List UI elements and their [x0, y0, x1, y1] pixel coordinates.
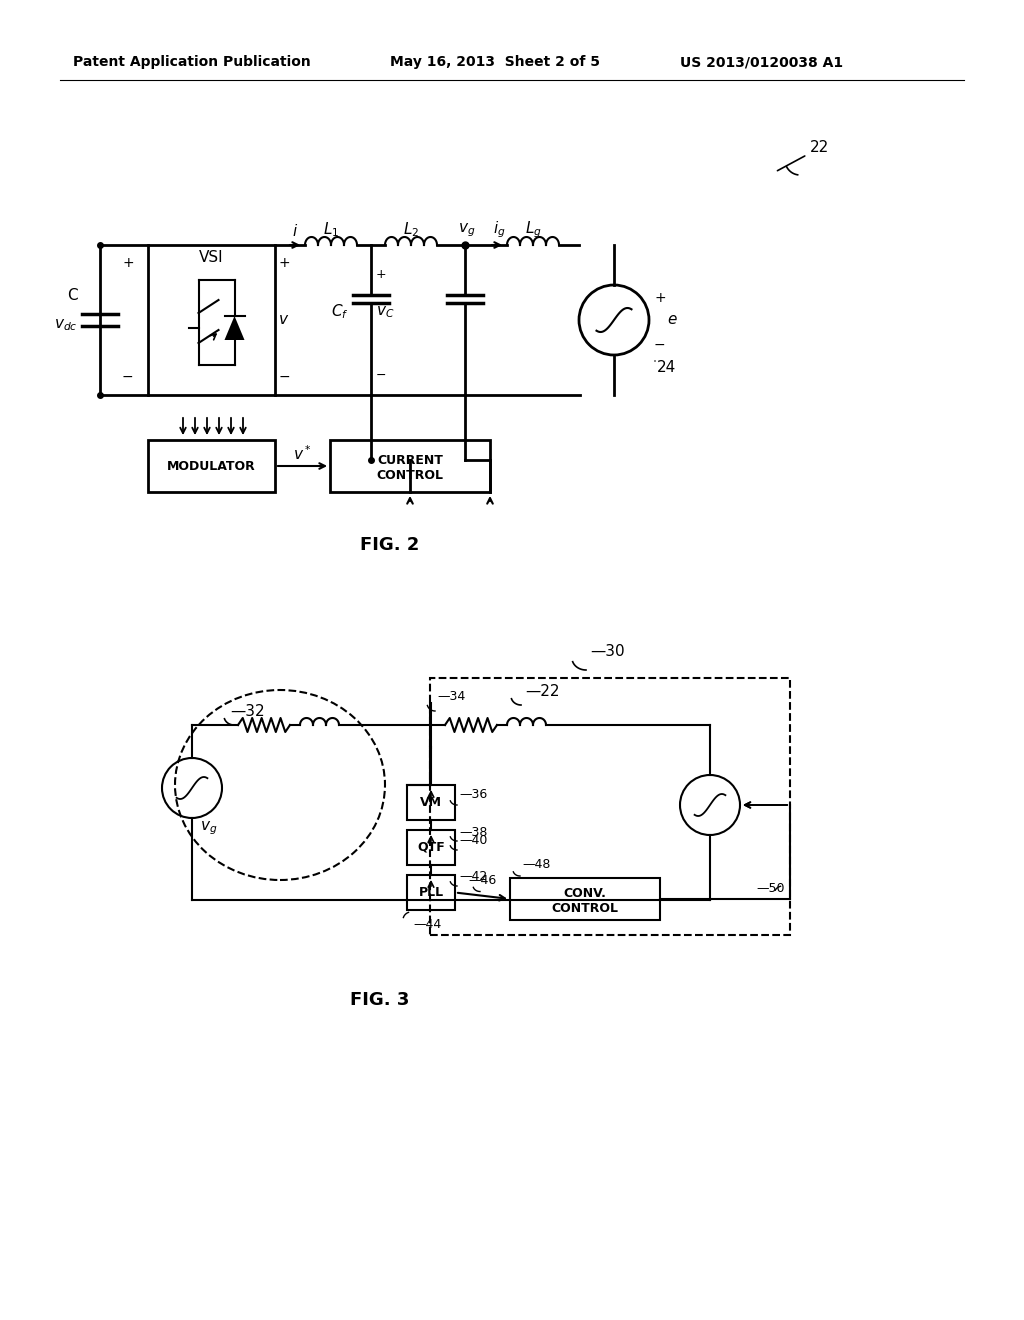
Text: 22: 22	[777, 140, 829, 170]
Text: PLL: PLL	[419, 886, 443, 899]
Text: −: −	[122, 370, 133, 384]
Text: 24: 24	[657, 360, 676, 375]
Bar	[407, 830, 455, 865]
Text: VSI: VSI	[200, 249, 224, 264]
Bar	[148, 246, 275, 395]
Text: —32: —32	[230, 705, 264, 719]
Text: $L_1$: $L_1$	[323, 220, 339, 239]
Text: $i_g$: $i_g$	[493, 219, 505, 240]
Text: QTF: QTF	[417, 841, 444, 854]
Text: e: e	[667, 313, 677, 327]
Text: −: −	[654, 338, 666, 352]
Text: $L_g$: $L_g$	[524, 219, 542, 240]
Text: —30: —30	[590, 644, 625, 660]
Text: —42: —42	[459, 870, 487, 883]
Text: —46: —46	[468, 874, 497, 887]
Text: —36: —36	[459, 788, 487, 801]
Text: —48: —48	[522, 858, 550, 870]
Text: CURRENT
CONTROL: CURRENT CONTROL	[377, 454, 443, 482]
Text: May 16, 2013  Sheet 2 of 5: May 16, 2013 Sheet 2 of 5	[390, 55, 600, 69]
Text: $v_C$: $v_C$	[376, 304, 394, 319]
Text: i: i	[293, 223, 297, 239]
Text: $v_g$: $v_g$	[200, 820, 217, 837]
Text: +: +	[122, 256, 133, 271]
Text: $v^*$: $v^*$	[293, 445, 312, 463]
Text: —34: —34	[437, 690, 465, 704]
Text: FIG. 2: FIG. 2	[360, 536, 420, 554]
Bar	[407, 875, 455, 909]
Text: −: −	[279, 370, 291, 384]
Bar	[510, 878, 660, 920]
Bar	[148, 440, 275, 492]
Text: $v_{dc}$: $v_{dc}$	[54, 317, 78, 333]
Text: —38: —38	[459, 825, 487, 838]
Text: —22: —22	[525, 685, 559, 700]
Bar	[330, 440, 490, 492]
Bar	[430, 678, 790, 935]
Text: FIG. 3: FIG. 3	[350, 991, 410, 1008]
Text: VM: VM	[420, 796, 442, 809]
Text: $v_g$: $v_g$	[459, 222, 476, 239]
Text: +: +	[654, 290, 666, 305]
Text: —44: —44	[413, 917, 441, 931]
Text: +: +	[376, 268, 387, 281]
Polygon shape	[224, 315, 245, 341]
Text: Patent Application Publication: Patent Application Publication	[73, 55, 310, 69]
Text: $C_f$: $C_f$	[332, 302, 349, 321]
Text: +: +	[279, 256, 291, 271]
Text: US 2013/0120038 A1: US 2013/0120038 A1	[680, 55, 843, 69]
Text: —40: —40	[459, 833, 487, 846]
Bar	[407, 785, 455, 820]
Text: MODULATOR: MODULATOR	[167, 459, 256, 473]
Text: C: C	[68, 288, 78, 302]
Text: v: v	[279, 313, 288, 327]
Text: $L_2$: $L_2$	[402, 220, 419, 239]
Text: CONV.
CONTROL: CONV. CONTROL	[552, 887, 618, 915]
Text: −: −	[376, 368, 386, 381]
Text: —50: —50	[757, 882, 785, 895]
